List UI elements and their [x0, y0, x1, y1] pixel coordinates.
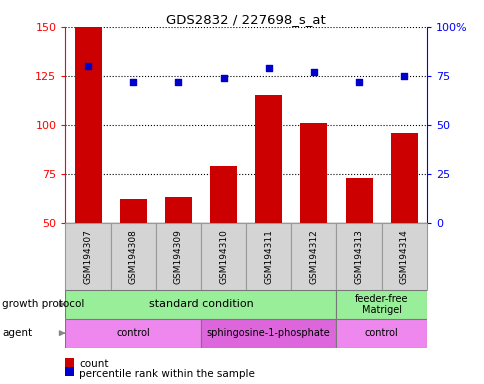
Bar — [165, 197, 192, 321]
Bar — [381, 223, 426, 290]
Bar — [75, 27, 101, 321]
Bar — [336, 290, 426, 319]
Bar — [291, 223, 336, 290]
Text: GSM194310: GSM194310 — [219, 229, 227, 284]
Text: control: control — [364, 328, 398, 338]
Text: count: count — [79, 359, 108, 369]
Text: GSM194308: GSM194308 — [128, 229, 137, 284]
Bar — [245, 223, 291, 290]
Text: growth protocol: growth protocol — [2, 299, 85, 310]
Text: GSM194312: GSM194312 — [309, 229, 318, 284]
Text: sphingosine-1-phosphate: sphingosine-1-phosphate — [206, 328, 330, 338]
Point — [219, 75, 227, 81]
Bar — [155, 223, 200, 290]
Text: control: control — [116, 328, 150, 338]
Bar — [210, 166, 237, 321]
Text: GSM194307: GSM194307 — [83, 229, 92, 284]
Point — [84, 63, 92, 69]
Bar — [336, 319, 426, 348]
Bar — [65, 319, 200, 348]
Bar — [255, 95, 282, 321]
Bar — [110, 223, 155, 290]
Bar — [300, 123, 327, 321]
Point — [309, 69, 317, 75]
Bar — [65, 223, 110, 290]
Bar — [390, 132, 417, 321]
Text: GSM194309: GSM194309 — [174, 229, 182, 284]
Point — [354, 79, 362, 85]
Bar — [65, 290, 336, 319]
Bar — [200, 223, 245, 290]
Bar — [336, 223, 381, 290]
Point — [174, 79, 182, 85]
Bar — [200, 319, 336, 348]
Title: GDS2832 / 227698_s_at: GDS2832 / 227698_s_at — [166, 13, 325, 26]
Bar — [345, 178, 372, 321]
Text: feeder-free
Matrigel: feeder-free Matrigel — [354, 293, 408, 315]
Text: percentile rank within the sample: percentile rank within the sample — [79, 369, 255, 379]
Text: GSM194311: GSM194311 — [264, 229, 272, 284]
Text: GSM194314: GSM194314 — [399, 229, 408, 284]
Text: agent: agent — [2, 328, 32, 338]
Point — [129, 79, 137, 85]
Point — [264, 65, 272, 71]
Point — [399, 73, 407, 79]
Text: GSM194313: GSM194313 — [354, 229, 363, 284]
Bar — [120, 199, 147, 321]
Text: standard condition: standard condition — [148, 299, 253, 310]
